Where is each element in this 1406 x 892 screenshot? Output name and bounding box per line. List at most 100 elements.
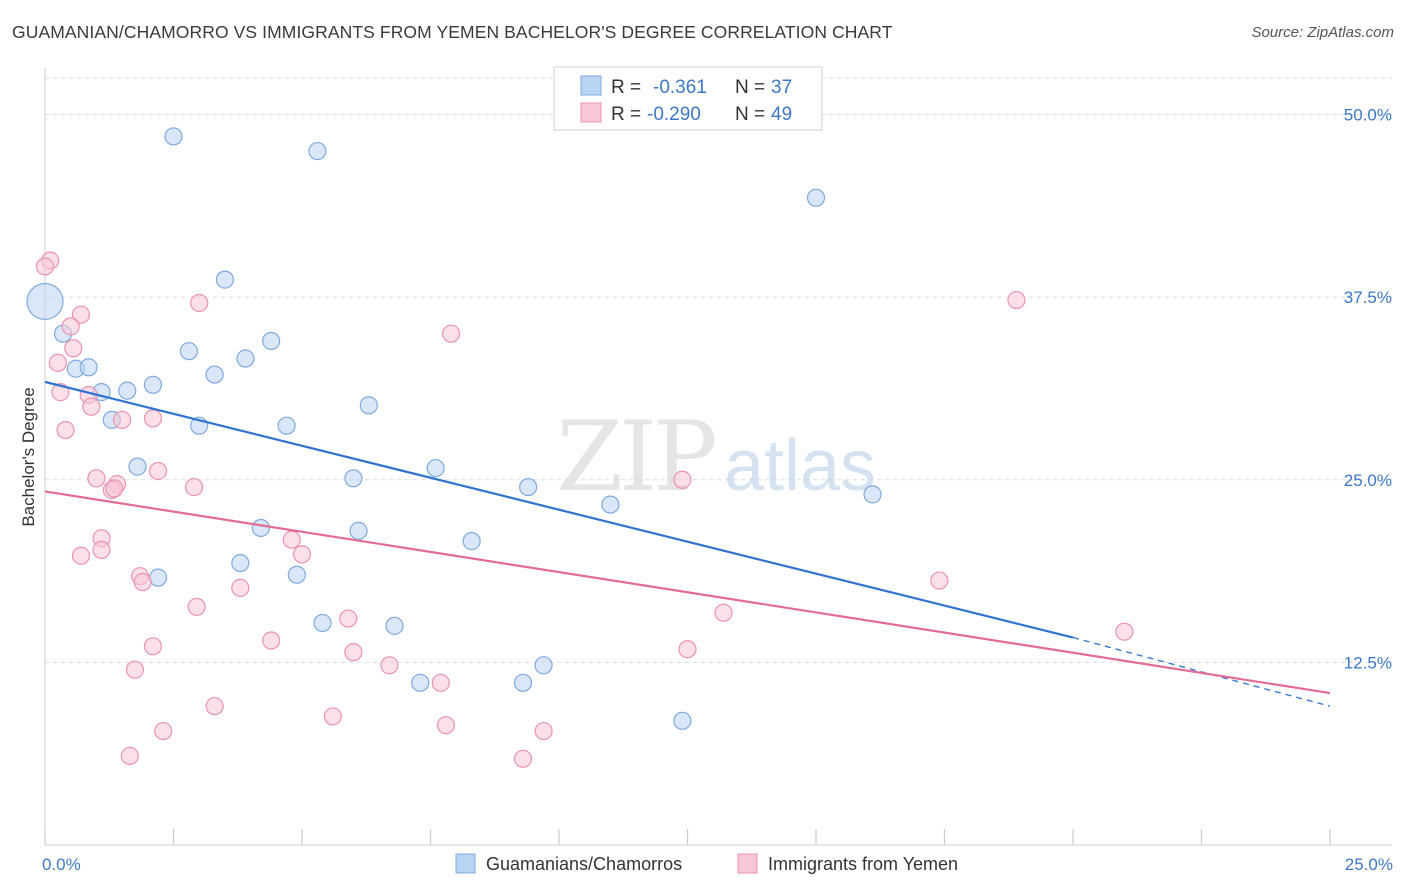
legend-box: R = -0.361 N = 37 R = -0.290 N = 49 (553, 66, 823, 131)
data-point-blue (863, 485, 882, 504)
data-point-pink (431, 673, 450, 692)
data-point-blue (426, 458, 445, 478)
watermark-atlas: atlas (724, 426, 876, 506)
trend-line-pink (44, 490, 1331, 695)
data-point-pink (344, 643, 363, 662)
data-point-pink (262, 631, 281, 650)
data-point-blue (215, 270, 234, 289)
y-tick-label: 37.5% (1344, 288, 1392, 307)
data-point-blue (601, 495, 620, 514)
data-point-blue (534, 656, 553, 675)
axes-layer (44, 68, 1392, 846)
data-point-pink (1007, 290, 1026, 310)
data-point-blue (308, 141, 327, 161)
data-point-blue (148, 568, 168, 587)
data-point-pink (1115, 622, 1134, 641)
data-point-blue (673, 711, 692, 730)
data-point-blue (231, 553, 250, 573)
data-point-blue (164, 127, 183, 146)
data-point-blue (313, 613, 332, 633)
data-point-pink (105, 479, 124, 498)
y-tick-label: 12.5% (1344, 653, 1392, 672)
data-point-blue (287, 565, 306, 584)
data-point-pink (120, 746, 139, 765)
data-point-pink (292, 545, 312, 564)
data-point-blue (143, 375, 163, 394)
data-point-pink (48, 353, 67, 372)
data-point-pink (441, 324, 461, 343)
y-tick-label: 50.0% (1344, 106, 1392, 125)
y-axis-title: Bachelor's Degree (19, 387, 38, 526)
x-tick-label-min: 0.0% (42, 855, 81, 874)
tick-labels-layer: 12.5% 25.0% 37.5% 50.0% 0.0% 25.0% (42, 106, 1393, 874)
legend-r-label-blue: R = (611, 77, 641, 98)
data-point-blue (513, 673, 533, 692)
bottom-legend-swatch-pink (737, 853, 758, 874)
y-tick-label: 25.0% (1344, 471, 1392, 490)
data-point-blue (385, 616, 404, 635)
legend-r-value-blue: -0.361 (653, 77, 707, 98)
data-point-blue (349, 521, 368, 540)
data-point-pink (87, 469, 106, 488)
data-point-blue (205, 365, 224, 384)
bottom-legend-label-pink: Immigrants from Yemen (768, 854, 958, 874)
legend-r-value-pink: -0.290 (647, 104, 701, 125)
watermark: ZIP atlas (556, 401, 876, 513)
data-point-blue (128, 457, 147, 476)
trend-line-blue (44, 380, 1074, 639)
source-label: Source: ZipAtlas.com (1251, 24, 1394, 41)
data-point-blue (519, 477, 538, 497)
data-point-pink (534, 721, 553, 741)
bottom-legend-swatch-blue (455, 853, 476, 874)
data-point-pink (678, 640, 697, 659)
data-point-blue (806, 188, 826, 207)
data-point-pink (190, 293, 209, 313)
data-point-pink (71, 305, 91, 324)
data-point-pink (61, 317, 80, 336)
data-point-pink (930, 571, 949, 590)
data-point-pink (673, 470, 692, 489)
data-point-pink (714, 603, 733, 622)
legend-n-label-blue: N = (735, 77, 765, 98)
data-point-pink (513, 749, 533, 768)
data-point-blue (462, 532, 481, 551)
data-point-pink (82, 397, 101, 416)
data-point-pink (143, 409, 163, 428)
data-point-pink (339, 609, 358, 628)
legend-swatch-blue (580, 75, 602, 96)
data-point-blue (118, 381, 137, 400)
data-point-blue (26, 282, 64, 321)
data-point-blue (79, 358, 98, 377)
data-point-pink (35, 257, 55, 276)
grid-layer (45, 77, 1392, 663)
data-point-pink (133, 572, 152, 592)
legend-swatch-pink (580, 102, 602, 123)
data-point-blue (411, 673, 430, 692)
data-point-pink (92, 540, 111, 559)
legend-n-label-pink: N = (735, 104, 765, 125)
data-point-pink (56, 420, 75, 440)
data-point-pink (436, 716, 456, 735)
data-point-pink (323, 707, 342, 726)
data-point-pink (154, 721, 173, 741)
chart-title: GUAMANIAN/CHAMORRO VS IMMIGRANTS FROM YE… (12, 22, 893, 42)
data-point-pink (112, 410, 132, 429)
data-point-pink (380, 656, 399, 675)
data-point-pink (231, 578, 250, 597)
data-point-blue (359, 396, 378, 415)
legend-n-value-blue: 37 (771, 77, 792, 98)
data-point-pink (184, 477, 204, 497)
data-point-pink (148, 461, 168, 481)
data-point-pink (64, 339, 83, 358)
legend-r-label-pink: R = (611, 104, 641, 125)
data-point-pink (125, 660, 145, 679)
data-point-blue (236, 349, 255, 368)
data-point-blue (251, 518, 270, 538)
x-tick-label-max: 25.0% (1345, 855, 1393, 874)
watermark-zip: ZIP (556, 401, 715, 513)
data-point-blue (179, 342, 199, 361)
legend-n-value-pink: 49 (771, 104, 792, 125)
data-point-blue (262, 331, 281, 351)
